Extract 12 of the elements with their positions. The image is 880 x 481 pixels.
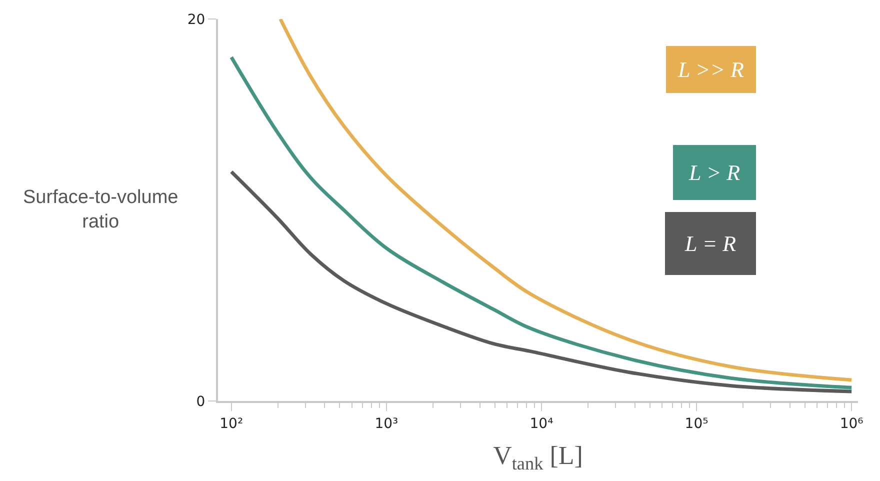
x-axis-title: V$_{tank}$ [L] — [493, 441, 583, 474]
y-tick-label: 0 — [196, 394, 206, 410]
x-tick-label: 10⁵ — [684, 416, 708, 432]
x-tick-label: 10² — [220, 416, 244, 432]
text: L = R — [684, 231, 737, 256]
x-tick-label: 10⁴ — [530, 416, 554, 432]
y-axis-title: Surface-to-volume ratio — [23, 187, 178, 233]
x-tick-label: 10³ — [374, 416, 398, 432]
y-tick-label: 20 — [187, 12, 206, 28]
text: L > R — [688, 160, 741, 185]
x-tick-label: 10⁶ — [840, 416, 864, 432]
text: L >> R — [677, 57, 745, 82]
